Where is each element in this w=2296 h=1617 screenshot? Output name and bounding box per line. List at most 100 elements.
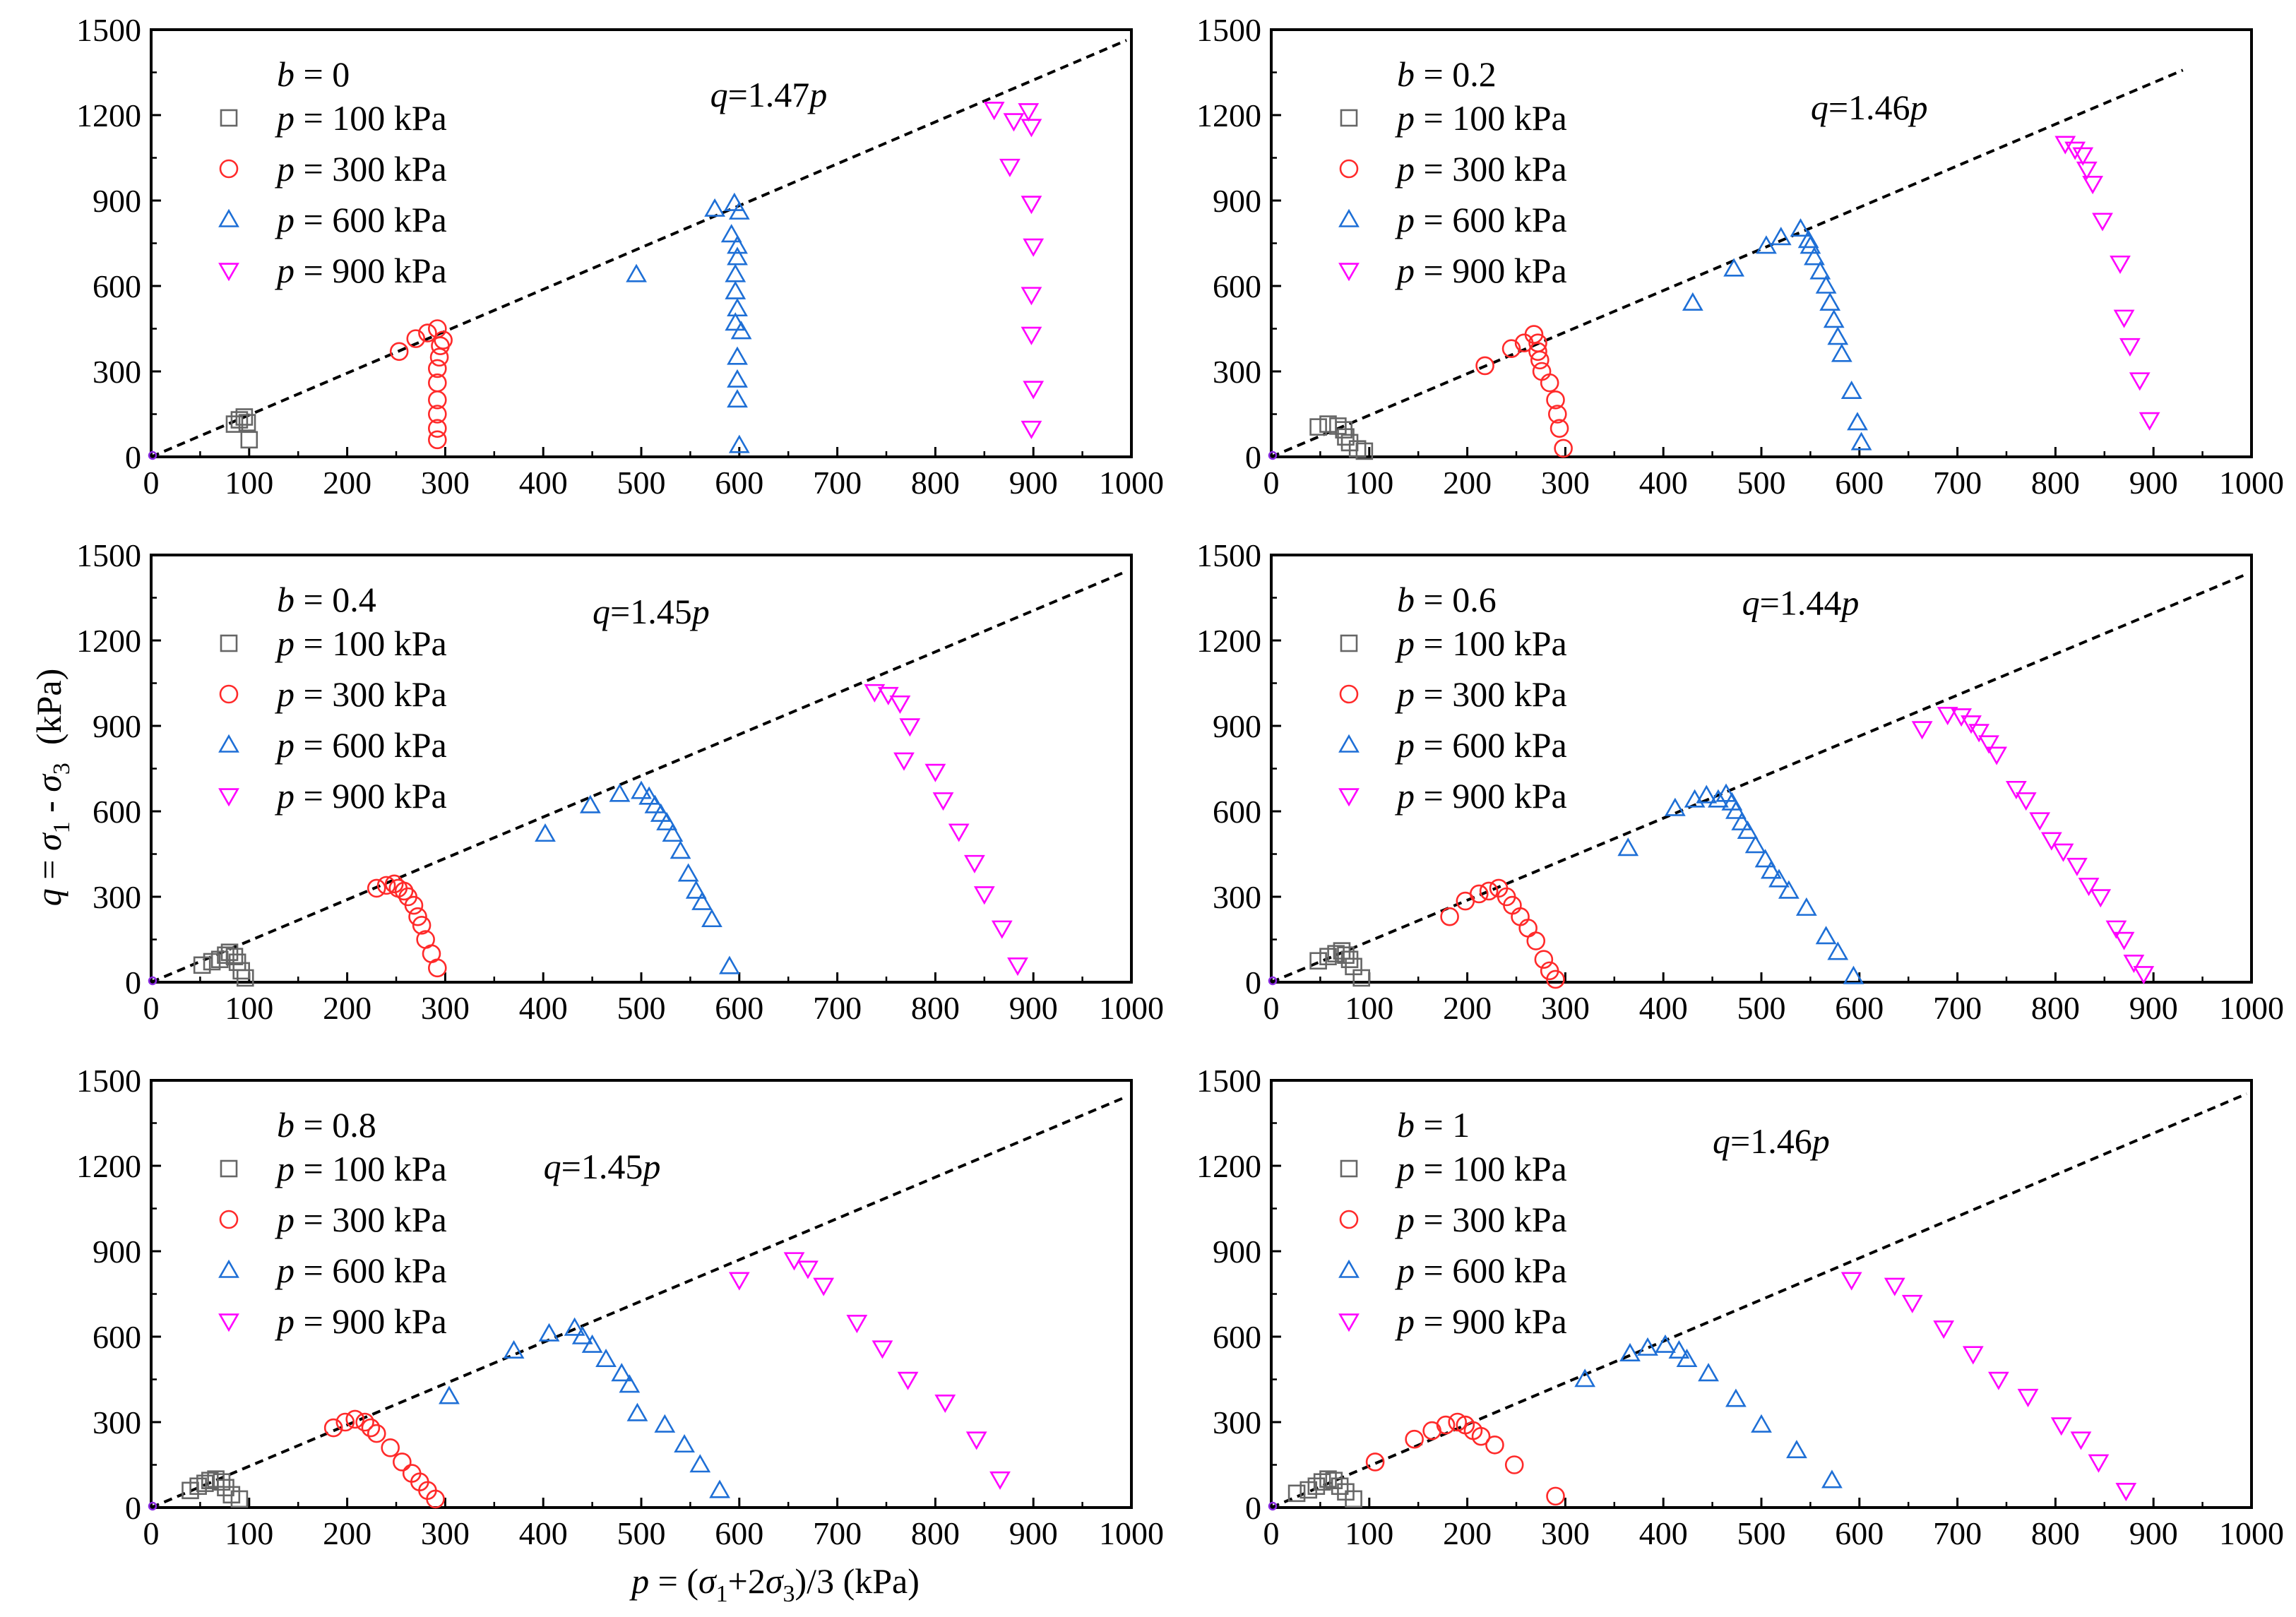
data-point-triangle-up-marker — [1619, 1342, 1641, 1361]
y-tick-label: 1500 — [76, 1063, 141, 1099]
data-point-triangle-up-marker — [1751, 1414, 1772, 1433]
x-tick-label: 200 — [1443, 1515, 1492, 1551]
data-point-triangle-up-marker — [719, 955, 740, 974]
y-axis-title-sub3: 3 — [49, 763, 75, 775]
x-tick-label: 900 — [1009, 1515, 1058, 1551]
data-point-triangle-up-marker — [725, 263, 747, 282]
legend-entry-label: p = 600 kPa — [275, 1251, 447, 1290]
x-tick-label: 200 — [323, 465, 371, 501]
data-point-triangle-down-marker — [2054, 136, 2076, 155]
b-value-var: b — [277, 54, 295, 94]
legend-entry-var: p — [275, 1149, 295, 1188]
data-point-triangle-down-marker — [864, 684, 886, 703]
x-tick-label: 400 — [1639, 990, 1688, 1026]
series-4 — [728, 1252, 1011, 1490]
x-axis-title-var: p — [629, 1561, 649, 1601]
data-point-triangle-up-marker — [1795, 897, 1817, 916]
b-value-rest: = 0.4 — [295, 580, 376, 619]
data-point-triangle-up-marker — [1797, 229, 1819, 249]
y-tick-label: 1500 — [76, 12, 141, 48]
data-point-triangle-up-marker — [626, 1402, 648, 1421]
legend-entry-label: p = 900 kPa — [1395, 251, 1567, 290]
b-value-var: b — [1397, 1105, 1415, 1145]
x-tick-label: 800 — [911, 465, 960, 501]
data-point-triangle-up-marker — [727, 346, 748, 365]
legend-circle-marker — [219, 684, 239, 704]
x-tick-label: 300 — [1541, 465, 1590, 501]
fit-line — [150, 39, 1127, 458]
series-3 — [1617, 783, 1864, 984]
fit-line — [1271, 573, 2247, 984]
x-tick-label: 700 — [1933, 465, 1982, 501]
legend-entry-var: p — [275, 98, 295, 138]
data-point-triangle-up-marker — [1815, 926, 1837, 945]
x-tick-label: 700 — [1933, 990, 1982, 1026]
y-tick-label: 600 — [1213, 1319, 1261, 1355]
chart-panel: 0 100 200 300 400 500 600 700 800 900 1000 0 300 600 9… — [1196, 537, 2284, 1026]
x-tick-label: 300 — [421, 990, 470, 1026]
data-point-triangle-down-marker — [1962, 1346, 1984, 1365]
data-point-square-marker — [1331, 1477, 1349, 1496]
fit-line — [150, 1095, 1127, 1509]
x-tick-label: 700 — [813, 465, 862, 501]
series-4 — [1911, 707, 2155, 985]
x-tick-label: 1000 — [1099, 465, 1164, 501]
data-point-triangle-up-marker — [595, 1348, 617, 1368]
series-2 — [1475, 325, 1573, 458]
x-tick-label: 500 — [1737, 1515, 1786, 1551]
x-axis-title: p = (σ1+2σ3)/3 (kPa) — [629, 1561, 920, 1607]
y-tick-label: 1200 — [76, 623, 141, 659]
legend-entry-label: p = 300 kPa — [275, 149, 447, 189]
data-point-triangle-down-marker — [2115, 1483, 2137, 1502]
fit-equation-label: q=1.45p — [544, 1147, 661, 1186]
legend-triangle-up-marker — [218, 208, 239, 227]
x-tick-label: 600 — [715, 1515, 763, 1551]
series-4 — [1840, 1272, 2137, 1502]
legend-entry-label: p = 300 kPa — [275, 674, 447, 714]
series-2 — [1440, 878, 1565, 989]
legend-entry-var: p — [1395, 251, 1415, 290]
legend-entry-label: p = 600 kPa — [275, 200, 447, 239]
data-point-triangle-up-marker — [439, 1385, 460, 1404]
data-point-triangle-up-marker — [1823, 309, 1845, 328]
data-point-triangle-down-marker — [1023, 381, 1045, 400]
data-point-triangle-down-marker — [2015, 792, 2037, 811]
data-point-circle-marker — [1547, 405, 1567, 424]
y-tick-label: 900 — [1213, 1234, 1261, 1270]
data-point-triangle-up-marker — [619, 1374, 641, 1393]
legend-triangle-down-marker — [218, 1313, 239, 1332]
x-tick-label: 300 — [421, 1515, 470, 1551]
b-value-var: b — [1397, 54, 1415, 94]
data-point-circle-marker — [1549, 419, 1569, 438]
b-value-rest: = 0.2 — [1415, 54, 1497, 94]
y-tick-label: 900 — [1213, 183, 1261, 219]
legend-entry-var: p — [275, 200, 295, 239]
fit-equation-lhs: q — [710, 75, 728, 114]
data-point-circle-marker — [427, 430, 447, 450]
data-point-square-marker — [1309, 418, 1327, 436]
x-tick-label: 400 — [1639, 465, 1688, 501]
x-tick-label: 0 — [143, 1515, 160, 1551]
data-point-triangle-up-marker — [571, 1325, 593, 1344]
legend-entry-var: p — [275, 725, 295, 765]
fit-line — [150, 570, 1127, 984]
legend-entry-rest: = 100 kPa — [1415, 1149, 1567, 1188]
data-point-triangle-up-marker — [503, 1339, 525, 1359]
data-point-circle-marker — [1365, 1452, 1385, 1472]
data-point-triangle-up-marker — [1850, 431, 1872, 451]
data-point-square-marker — [196, 1474, 214, 1493]
x-tick-label: 1000 — [2219, 465, 2284, 501]
x-tick-label: 700 — [1933, 1515, 1982, 1551]
legend-square-marker — [220, 634, 238, 652]
chart-panel: 0 100 200 300 400 500 600 700 800 900 1000 0 300 600 9… — [76, 1063, 1164, 1551]
data-point-triangle-up-marker — [730, 321, 752, 340]
data-point-circle-marker — [1440, 907, 1459, 926]
y-tick-label: 300 — [93, 1404, 141, 1440]
legend-triangle-down-marker — [1338, 788, 1360, 807]
data-point-triangle-down-marker — [1840, 1272, 1862, 1291]
data-point-triangle-up-marker — [727, 235, 748, 254]
x-tick-label: 400 — [519, 465, 568, 501]
fit-equation-rhs: p — [1839, 583, 1859, 623]
data-point-triangle-up-marker — [727, 389, 748, 408]
series-2 — [389, 319, 453, 450]
